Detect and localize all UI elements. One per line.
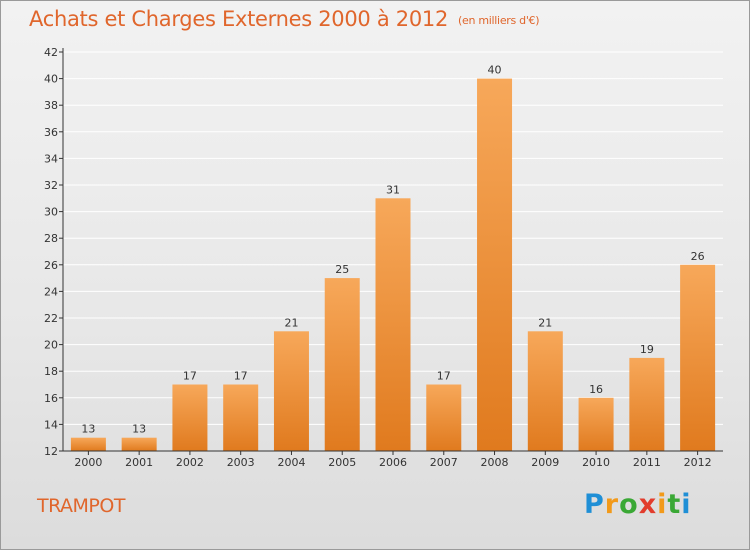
- x-tick-label: 2009: [531, 456, 559, 469]
- y-tick-label: 12: [44, 445, 58, 458]
- y-tick-label: 24: [44, 285, 58, 298]
- y-tick-label: 28: [44, 232, 58, 245]
- data-label: 17: [437, 370, 451, 383]
- x-tick-label: 2004: [277, 456, 305, 469]
- y-tick-label: 26: [44, 259, 58, 272]
- bar: [324, 278, 360, 451]
- data-label: 31: [386, 183, 400, 196]
- y-tick-label: 32: [44, 179, 58, 192]
- x-tick-label: 2006: [379, 456, 407, 469]
- x-tick-label: 2007: [430, 456, 458, 469]
- x-tick-label: 2001: [125, 456, 153, 469]
- bar: [426, 384, 462, 451]
- labels: 12 14 16 18 20 22 24 26 28 30 32 34 36 38 40 42 13 2000 13…: [44, 46, 712, 469]
- x-tick-label: 2011: [633, 456, 661, 469]
- y-tick-label: 14: [44, 418, 58, 431]
- y-tick-label: 38: [44, 99, 58, 112]
- chart-subtitle: (en milliers d'€): [458, 14, 540, 27]
- chart-title: Achats et Charges Externes 2000 à 2012 (e…: [29, 7, 540, 31]
- data-label: 17: [234, 370, 248, 383]
- bars: [70, 78, 716, 451]
- bar: [629, 357, 665, 451]
- data-label: 21: [284, 316, 298, 329]
- data-label: 17: [183, 370, 197, 383]
- bar: [121, 437, 157, 451]
- axes: [59, 48, 723, 455]
- data-label: 21: [538, 316, 552, 329]
- bar: [527, 331, 563, 451]
- bar: [172, 384, 208, 451]
- proxiti-logo: Proxiti: [584, 489, 692, 520]
- data-label: 16: [589, 383, 603, 396]
- bar: [273, 331, 309, 451]
- x-tick-label: 2005: [328, 456, 356, 469]
- bar: [680, 264, 716, 451]
- y-tick-label: 18: [44, 365, 58, 378]
- x-tick-label: 2008: [481, 456, 509, 469]
- y-tick-label: 16: [44, 392, 58, 405]
- x-tick-label: 2002: [176, 456, 204, 469]
- y-tick-label: 36: [44, 126, 58, 139]
- y-tick-label: 42: [44, 46, 58, 59]
- bar: [477, 78, 513, 451]
- y-tick-label: 22: [44, 312, 58, 325]
- bar: [375, 198, 411, 451]
- bar: [223, 384, 259, 451]
- y-tick-label: 40: [44, 73, 58, 86]
- data-label: 13: [132, 423, 146, 436]
- bar: [70, 437, 106, 451]
- x-tick-label: 2003: [227, 456, 255, 469]
- data-label: 19: [640, 343, 654, 356]
- y-tick-label: 30: [44, 206, 58, 219]
- commune-name: TRAMPOT: [37, 495, 125, 517]
- y-tick-label: 20: [44, 339, 58, 352]
- x-tick-label: 2012: [684, 456, 712, 469]
- data-label: 13: [81, 423, 95, 436]
- y-tick-label: 34: [44, 152, 58, 165]
- chart-title-text: Achats et Charges Externes 2000 à 2012: [29, 7, 449, 31]
- data-label: 40: [488, 64, 502, 77]
- x-tick-label: 2010: [582, 456, 610, 469]
- x-tick-label: 2000: [74, 456, 102, 469]
- bar: [578, 397, 614, 451]
- data-label: 25: [335, 263, 349, 276]
- data-label: 26: [691, 250, 705, 263]
